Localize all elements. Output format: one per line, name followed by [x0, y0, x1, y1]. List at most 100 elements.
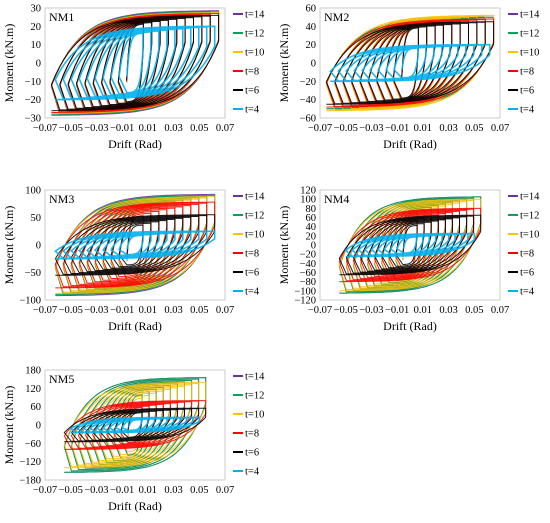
- x-tick-label: 0.05: [465, 123, 483, 134]
- x-tick-label: −0.05: [334, 123, 358, 134]
- x-tick-label: −0.03: [84, 305, 108, 316]
- y-tick-label: −60: [300, 268, 316, 279]
- y-tick-label: 0: [36, 421, 41, 432]
- y-tick-label: −10: [25, 77, 41, 88]
- y-tick-label: 120: [300, 186, 316, 197]
- series-line-t-6: [325, 21, 495, 105]
- y-tick-label: −20: [300, 77, 316, 88]
- y-tick-label: −40: [300, 95, 316, 106]
- series-line-t-4: [344, 232, 476, 258]
- y-tick-label: −20: [25, 95, 41, 106]
- legend-entry: t=4: [245, 105, 260, 116]
- y-tick-label: 40: [306, 22, 317, 33]
- y-tick-label: −20: [300, 250, 316, 261]
- series-line-t-6: [338, 214, 482, 276]
- y-tick-label: −180: [19, 476, 41, 487]
- panel-title: NM2: [324, 10, 349, 24]
- y-tick-label: 80: [306, 204, 317, 215]
- y-tick-label: 120: [25, 384, 41, 395]
- x-tick-label: −0.03: [359, 305, 383, 316]
- series-line-t-12: [338, 196, 482, 294]
- legend-entry: t=8: [520, 67, 534, 78]
- legend-entry: t=10: [245, 230, 264, 241]
- chart-panel-nm1: −30 −20 −10 0 10 20 30 −0.07 −0.05 −0.03 −0.01 0.01…: [2, 4, 265, 152]
- legend-entry: t=8: [245, 429, 259, 440]
- x-tick-label: 0.03: [439, 123, 457, 134]
- x-tick-label: −0.07: [33, 305, 57, 316]
- legend-entry: t=6: [245, 268, 259, 279]
- y-tick-label: −40: [300, 259, 316, 270]
- x-tick-label: 0.01: [414, 123, 432, 134]
- x-tick-label: −0.07: [308, 123, 332, 134]
- x-tick-label: 0.01: [414, 305, 432, 316]
- y-axis-label: Moment (kN.m): [2, 24, 16, 103]
- x-tick-label: 0.07: [216, 485, 234, 496]
- panel-title: NM4: [324, 192, 349, 206]
- x-tick-label: −0.07: [33, 485, 57, 496]
- legend-entry: t=4: [520, 105, 535, 116]
- x-tick-label: 0.01: [139, 305, 157, 316]
- series-line-t-10: [63, 381, 207, 469]
- y-tick-label: −120: [294, 296, 316, 307]
- x-tick-label: −0.03: [84, 485, 108, 496]
- legend-entry: t=6: [520, 86, 534, 97]
- x-tick-label: −0.01: [110, 123, 134, 134]
- legend-entry: t=12: [245, 29, 264, 40]
- panel-title: NM5: [49, 372, 74, 386]
- chart-panel-nm5: −180 −120 −60 0 60 120 180 −0.07 −0.05 −0.03 −0.01…: [2, 366, 265, 514]
- y-tick-label: 60: [31, 402, 42, 413]
- x-axis-label: Drift (Rad): [383, 137, 437, 151]
- series-line-t-4: [69, 416, 201, 434]
- x-tick-label: 0.03: [439, 305, 457, 316]
- y-tick-label: −60: [300, 114, 316, 125]
- y-tick-label: 50: [31, 213, 42, 224]
- x-tick-label: −0.01: [110, 485, 134, 496]
- x-tick-label: −0.03: [84, 123, 108, 134]
- series-line-t-4: [329, 43, 491, 83]
- legend-entry: t=10: [245, 410, 264, 421]
- x-tick-label: 0.07: [216, 123, 234, 134]
- x-tick-label: −0.01: [110, 305, 134, 316]
- y-tick-label: 0: [36, 241, 41, 252]
- x-tick-label: −0.05: [59, 305, 83, 316]
- x-tick-label: −0.03: [359, 123, 383, 134]
- legend-entry: t=12: [245, 391, 264, 402]
- legend-entry: t=12: [520, 211, 539, 222]
- y-tick-label: 30: [31, 4, 42, 15]
- x-tick-label: −0.05: [59, 485, 83, 496]
- x-tick-label: 0.01: [139, 123, 157, 134]
- x-tick-label: 0.05: [190, 485, 208, 496]
- legend-entry: t=4: [245, 467, 260, 478]
- x-tick-label: 0.07: [216, 305, 234, 316]
- hysteresis-curves: [338, 196, 482, 294]
- x-tick-label: 0.05: [190, 305, 208, 316]
- x-tick-label: 0.07: [491, 305, 509, 316]
- legend-entry: t=4: [245, 287, 260, 298]
- x-axis-label: Drift (Rad): [108, 319, 162, 333]
- y-tick-label: 180: [25, 366, 41, 377]
- x-tick-label: −0.05: [59, 123, 83, 134]
- hysteresis-curves: [325, 14, 495, 112]
- x-axis-label: Drift (Rad): [108, 137, 162, 151]
- y-tick-label: 0: [36, 59, 41, 70]
- chart-panel-nm3: −100 −50 0 50 100 −0.07 −0.05 −0.03 −0.01 0.01 0.0…: [2, 186, 265, 334]
- y-tick-label: 100: [300, 195, 316, 206]
- legend-entry: t=10: [520, 230, 539, 241]
- y-tick-label: 40: [306, 222, 317, 233]
- series-line-t-4: [54, 230, 216, 260]
- series-line-t-8: [325, 18, 495, 108]
- y-tick-label: −50: [25, 268, 41, 279]
- legend: t=14 t=12 t=10 t=8 t=6 t=4: [233, 10, 265, 116]
- legend-entry: t=12: [520, 29, 539, 40]
- legend-entry: t=8: [520, 249, 534, 260]
- y-tick-label: −120: [19, 457, 41, 468]
- y-tick-label: 0: [311, 59, 316, 70]
- y-tick-label: −60: [25, 439, 41, 450]
- x-tick-label: −0.07: [33, 123, 57, 134]
- x-axis-label: Drift (Rad): [383, 319, 437, 333]
- y-axis-label: Moment (kN.m): [277, 24, 291, 103]
- panel-title: NM3: [49, 192, 74, 206]
- x-tick-label: 0.07: [491, 123, 509, 134]
